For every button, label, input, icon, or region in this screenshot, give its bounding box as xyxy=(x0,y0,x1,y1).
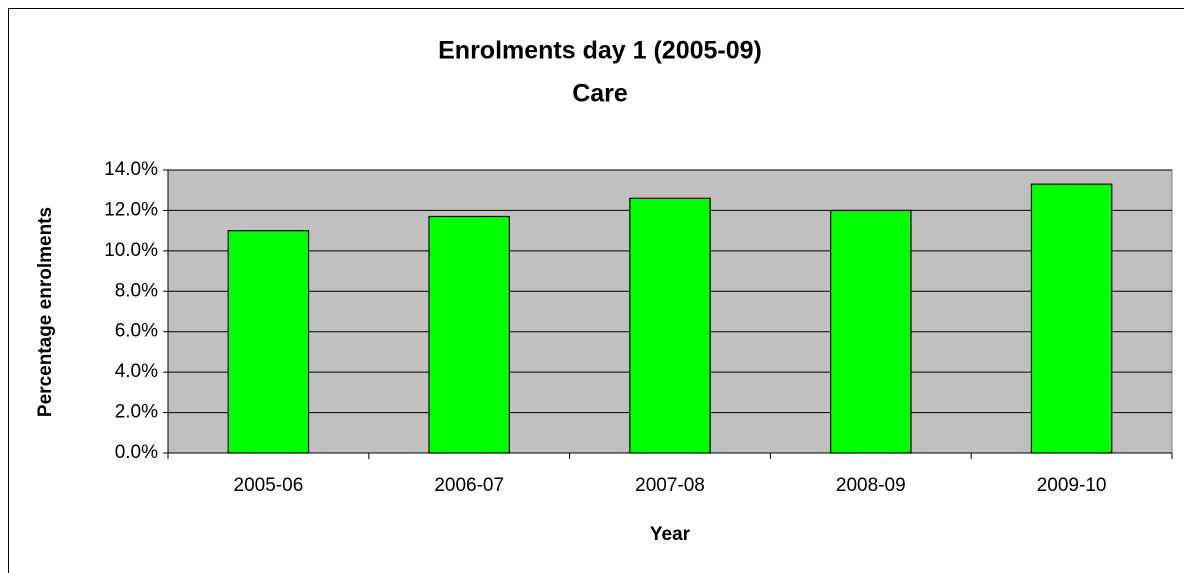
y-tick-label: 12.0% xyxy=(104,199,158,220)
y-tick-label: 2.0% xyxy=(115,402,158,423)
x-tick-label: 2009-10 xyxy=(1037,475,1107,496)
x-tick-label: 2007-08 xyxy=(635,475,705,496)
bar xyxy=(629,197,711,454)
x-tick-label: 2006-07 xyxy=(434,475,504,496)
chart-title: Enrolments day 1 (2005-09) xyxy=(438,37,762,65)
bar xyxy=(428,215,510,454)
bar xyxy=(227,230,310,454)
y-tick-label: 14.0% xyxy=(104,159,158,180)
chart-subtitle: Care xyxy=(572,80,628,108)
bar xyxy=(830,209,912,454)
x-axis-title: Year xyxy=(650,524,691,545)
bar xyxy=(1030,183,1113,454)
x-tick-label: 2008-09 xyxy=(836,475,906,496)
y-tick-label: 0.0% xyxy=(115,442,158,463)
y-tick-label: 8.0% xyxy=(115,280,158,301)
y-tick-label: 10.0% xyxy=(104,240,158,261)
y-tick-label: 4.0% xyxy=(115,361,158,382)
y-tick-label: 6.0% xyxy=(115,321,158,342)
y-axis-title: Percentage enrolments xyxy=(35,207,56,417)
x-tick-label: 2005-06 xyxy=(234,475,304,496)
